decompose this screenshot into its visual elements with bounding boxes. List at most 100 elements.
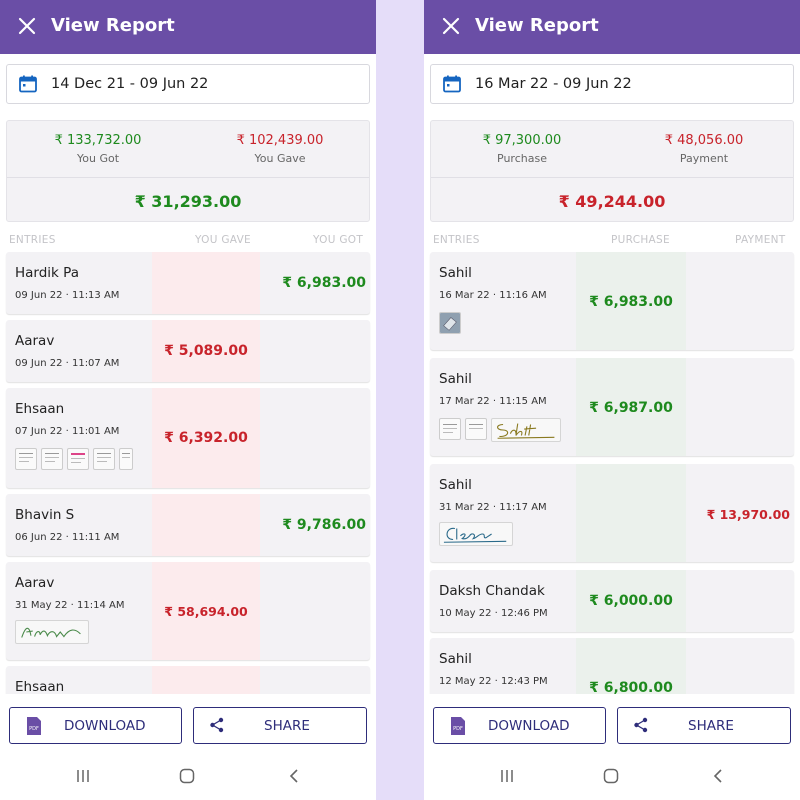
left-screen: View Report 14 Dec 21 - 09 Jun 22 ₹ 133,… <box>0 0 376 800</box>
list-item[interactable]: Bhavin S 06 Jun 22 · 11:11 AM ₹ 9,786.00 <box>6 494 370 556</box>
entry-name: Daksh Chandak <box>439 583 545 599</box>
entry-name: Ehsaan <box>15 401 65 417</box>
list-item[interactable]: Ehsaan <box>6 666 370 694</box>
summary-amount: ₹ 48,056.00 <box>664 133 744 148</box>
summary-label: You Got <box>76 152 120 165</box>
attachments <box>15 448 133 470</box>
signature-image <box>491 418 561 442</box>
entry-name: Ehsaan <box>15 679 65 694</box>
entry-date: 07 Jun 22 · 11:01 AM <box>15 426 120 437</box>
attachments <box>439 522 513 546</box>
summary-you-got: ₹ 133,732.00 You Got <box>7 133 189 165</box>
entry-amount: ₹ 6,000.00 <box>589 593 673 609</box>
recent-apps-icon[interactable] <box>75 768 91 784</box>
close-button[interactable] <box>14 13 40 39</box>
system-nav-bar <box>424 752 800 800</box>
share-icon <box>210 717 224 733</box>
entry-name: Bhavin S <box>15 507 75 523</box>
attachments <box>439 418 561 442</box>
download-label: DOWNLOAD <box>488 718 570 734</box>
entry-name: Sahil <box>439 477 472 493</box>
entry-date: 16 Mar 22 · 11:16 AM <box>439 290 547 301</box>
entry-name: Aarav <box>15 333 55 349</box>
list-item[interactable]: Aarav 31 May 22 · 11:14 AM ₹ 58,694.00 <box>6 562 370 660</box>
entry-amount: ₹ 58,694.00 <box>164 604 248 619</box>
column-header-purchase: PURCHASE <box>611 234 670 246</box>
entry-amount: ₹ 6,800.00 <box>589 680 673 694</box>
attachment-thumbnail[interactable] <box>465 418 487 440</box>
purchase-cell <box>576 358 686 456</box>
summary-label: Purchase <box>497 152 547 165</box>
download-button[interactable]: PDF DOWNLOAD <box>9 707 182 744</box>
share-label: SHARE <box>688 718 734 734</box>
entry-date: 09 Jun 22 · 11:13 AM <box>15 290 120 301</box>
entry-name: Sahil <box>439 265 472 281</box>
purchase-cell <box>576 638 686 694</box>
entry-date: 31 Mar 22 · 11:17 AM <box>439 502 547 513</box>
divider <box>7 177 369 178</box>
date-range-picker[interactable]: 16 Mar 22 - 09 Jun 22 <box>430 64 794 104</box>
net-balance: ₹ 31,293.00 <box>134 192 242 211</box>
list-item[interactable]: Daksh Chandak 10 May 22 · 12:46 PM ₹ 6,0… <box>430 570 794 632</box>
summary-you-gave: ₹ 102,439.00 You Gave <box>189 133 371 165</box>
list-item[interactable]: Sahil 31 Mar 22 · 11:17 AM ₹ 13,970.00 <box>430 464 794 562</box>
system-nav-bar <box>0 752 376 800</box>
download-button[interactable]: PDF DOWNLOAD <box>433 707 606 744</box>
attachment-thumbnail[interactable] <box>439 418 461 440</box>
entries-list[interactable]: Hardik Pa 09 Jun 22 · 11:13 AM ₹ 6,983.0… <box>0 246 376 694</box>
close-button[interactable] <box>438 13 464 39</box>
summary-card: ₹ 97,300.00 Purchase ₹ 48,056.00 Payment… <box>430 120 794 222</box>
attachment-thumbnail[interactable] <box>439 312 461 334</box>
column-header-entries: ENTRIES <box>433 234 480 246</box>
gave-cell <box>152 252 260 314</box>
entries-list[interactable]: Sahil 16 Mar 22 · 11:16 AM ₹ 6,983.00 Sa… <box>424 246 800 694</box>
share-button[interactable]: SHARE <box>193 707 367 744</box>
entry-date: 09 Jun 22 · 11:07 AM <box>15 358 120 369</box>
column-header-payment: PAYMENT <box>735 234 786 246</box>
right-screen: View Report 16 Mar 22 - 09 Jun 22 ₹ 97,3… <box>424 0 800 800</box>
entry-date: 31 May 22 · 11:14 AM <box>15 600 125 611</box>
entry-amount: ₹ 5,089.00 <box>164 343 248 359</box>
recent-apps-icon[interactable] <box>499 768 515 784</box>
gave-cell <box>152 666 260 694</box>
purchase-cell <box>576 252 686 350</box>
back-icon[interactable] <box>710 768 726 784</box>
summary-card: ₹ 133,732.00 You Got ₹ 102,439.00 You Ga… <box>6 120 370 222</box>
list-item[interactable]: Sahil 17 Mar 22 · 11:15 AM ₹ 6,987.00 <box>430 358 794 456</box>
share-button[interactable]: SHARE <box>617 707 791 744</box>
close-icon <box>442 17 460 35</box>
entry-date: 12 May 22 · 12:43 PM <box>439 676 548 687</box>
list-item[interactable]: Aarav 09 Jun 22 · 11:07 AM ₹ 5,089.00 <box>6 320 370 382</box>
column-header-entries: ENTRIES <box>9 234 56 246</box>
attachment-thumbnail[interactable] <box>67 448 89 470</box>
entry-amount: ₹ 6,392.00 <box>164 430 248 446</box>
calendar-icon <box>19 75 37 93</box>
list-item[interactable]: Sahil 12 May 22 · 12:43 PM ₹ 6,800.00 <box>430 638 794 694</box>
entry-date: 06 Jun 22 · 11:11 AM <box>15 532 120 543</box>
date-range-text: 14 Dec 21 - 09 Jun 22 <box>51 76 209 92</box>
attachment-thumbnail[interactable] <box>93 448 115 470</box>
entry-name: Sahil <box>439 371 472 387</box>
home-icon[interactable] <box>179 768 195 784</box>
page-title: View Report <box>475 15 599 36</box>
entry-date: 17 Mar 22 · 11:15 AM <box>439 396 547 407</box>
list-item[interactable]: Hardik Pa 09 Jun 22 · 11:13 AM ₹ 6,983.0… <box>6 252 370 314</box>
attachment-thumbnail[interactable] <box>15 448 37 470</box>
date-range-text: 16 Mar 22 - 09 Jun 22 <box>475 76 632 92</box>
attachments <box>439 312 461 334</box>
back-icon[interactable] <box>286 768 302 784</box>
purchase-cell <box>576 464 686 562</box>
list-item[interactable]: Sahil 16 Mar 22 · 11:16 AM ₹ 6,983.00 <box>430 252 794 350</box>
signature-image <box>15 620 89 644</box>
signature-image <box>439 522 513 546</box>
attachment-thumbnail[interactable] <box>119 448 133 470</box>
purchase-cell <box>576 570 686 632</box>
attachment-thumbnail[interactable] <box>41 448 63 470</box>
list-item[interactable]: Ehsaan 07 Jun 22 · 11:01 AM ₹ 6,392.00 <box>6 388 370 488</box>
entry-amount: ₹ 6,983.00 <box>589 294 673 310</box>
date-range-picker[interactable]: 14 Dec 21 - 09 Jun 22 <box>6 64 370 104</box>
pdf-badge-text: PDF <box>453 726 463 732</box>
entry-amount: ₹ 6,987.00 <box>589 400 673 416</box>
app-bar: View Report <box>424 0 800 54</box>
home-icon[interactable] <box>603 768 619 784</box>
